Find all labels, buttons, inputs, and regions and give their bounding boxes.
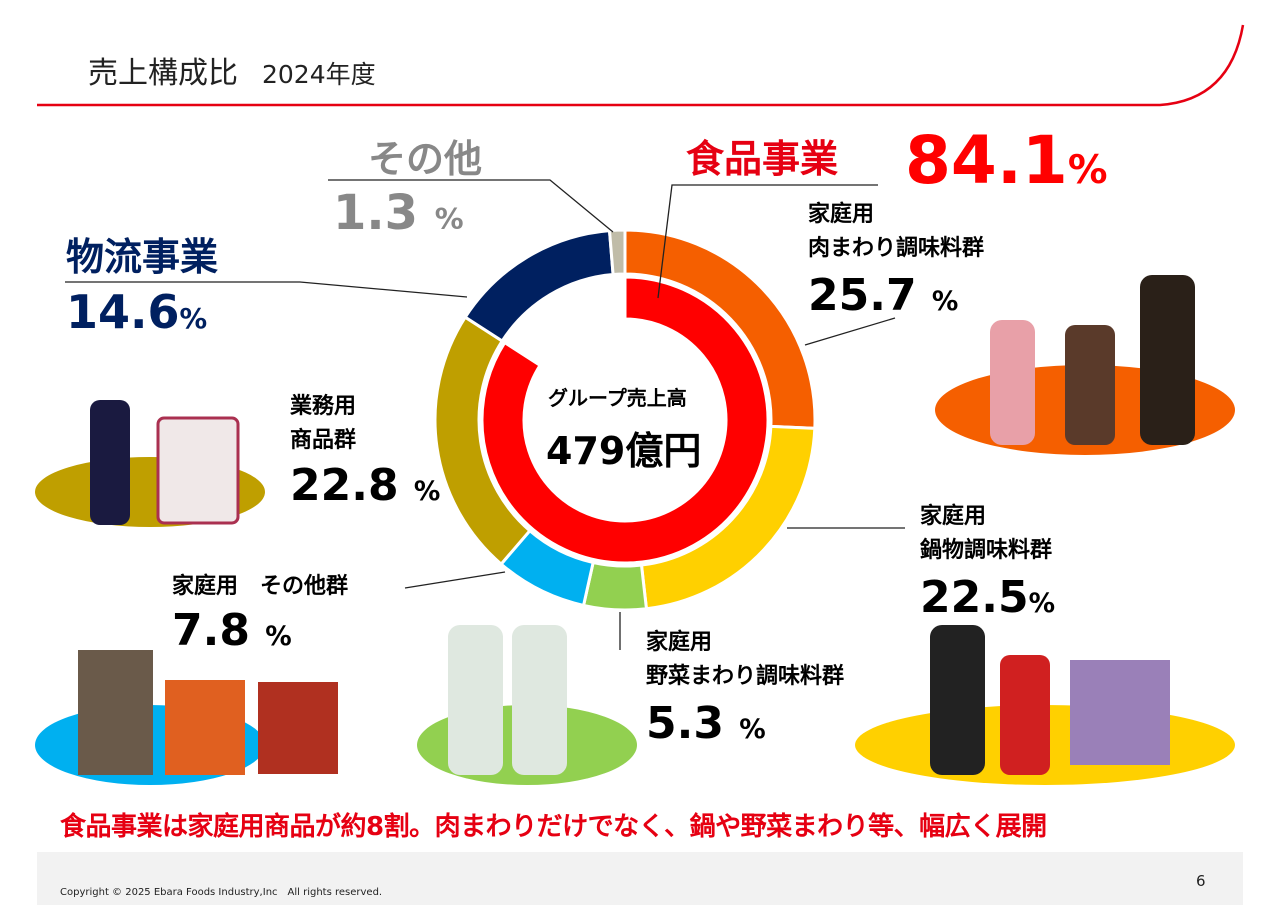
product-pack xyxy=(1070,660,1170,765)
product-platters xyxy=(35,275,1235,785)
nabe-value: 22.5% xyxy=(920,572,1056,623)
donut-chart xyxy=(433,228,817,612)
product-pack xyxy=(258,682,338,774)
food-value: 84.1% xyxy=(905,122,1108,199)
product-pack xyxy=(165,680,245,775)
center-label: グループ売上高 xyxy=(548,386,687,410)
product-can xyxy=(156,416,240,525)
home-other-label: 家庭用 その他群 xyxy=(172,574,349,599)
copyright: Copyright © 2025 Ebara Foods Industry,In… xyxy=(60,887,383,898)
product-bottle xyxy=(448,625,503,775)
product-bottle xyxy=(990,320,1035,445)
business-label: 業務用 商品群 xyxy=(290,394,357,453)
product-bottle xyxy=(1140,275,1195,445)
food-label: 食品事業 xyxy=(686,137,839,181)
product-bottle xyxy=(1065,325,1115,445)
summary-message: 食品事業は家庭用商品が約8割。肉まわりだけでなく、鍋や野菜まわり等、幅広く展開 xyxy=(60,812,1047,842)
page-title: 売上構成比 2024年度 xyxy=(88,56,376,91)
veg-value: 5.3 % xyxy=(646,698,766,749)
other-label: その他 xyxy=(368,137,483,181)
inner-segment-0 xyxy=(480,275,770,565)
logistics-value: 14.6% xyxy=(66,285,208,339)
outer-segment-5 xyxy=(463,229,615,344)
business-value: 22.8 % xyxy=(290,460,441,511)
meat-value: 25.7 % xyxy=(808,270,959,321)
product-bottle xyxy=(512,625,567,775)
outer-segment-6 xyxy=(607,228,627,277)
logistics-label: 物流事業 xyxy=(66,235,219,279)
center-value: 479億円 xyxy=(546,429,702,473)
product-pack xyxy=(78,650,153,775)
other-value: 1.3 % xyxy=(333,185,464,241)
home-other-value: 7.8 % xyxy=(172,605,292,656)
footer-band xyxy=(37,852,1243,905)
veg-label: 家庭用 野菜まわり調味料群 xyxy=(646,630,845,689)
nabe-label: 家庭用 鍋物調味料群 xyxy=(920,504,1053,563)
leader-lines xyxy=(65,179,905,650)
product-bottle xyxy=(1000,655,1050,775)
fiscal-year: 2024年度 xyxy=(262,60,376,89)
page-number: 6 xyxy=(1196,872,1206,890)
product-bottle xyxy=(930,625,985,775)
product-bottle xyxy=(90,400,130,525)
header-rule xyxy=(37,24,1245,107)
meat-label: 家庭用 肉まわり調味料群 xyxy=(808,202,985,261)
